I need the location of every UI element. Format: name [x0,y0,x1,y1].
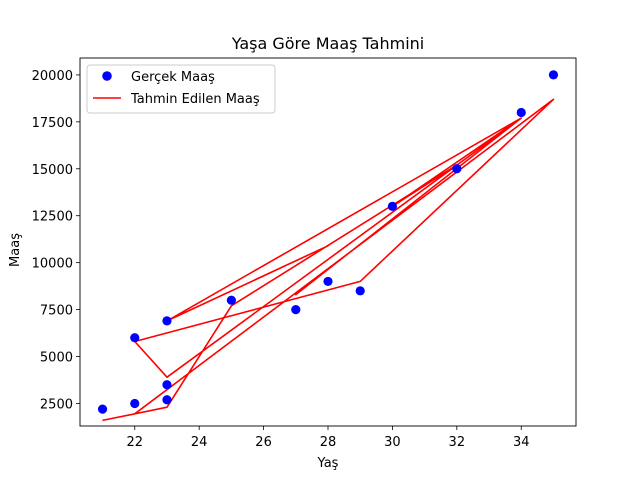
actual-salary-point [291,304,301,315]
actual-salary-point [452,164,462,174]
actual-salary-point [130,398,140,409]
actual-salary-point [323,276,333,287]
legend-marker-actual [102,71,112,81]
actual-salary-point [516,107,526,118]
legend: Gerçek Maaş Tahmin Edilen Maaş [86,64,276,114]
x-tick-label: 26 [255,435,272,450]
actual-salary-point [355,286,365,296]
actual-salary-point [162,380,172,390]
actual-salary-point [387,201,398,211]
y-axis-title: Maaş [8,233,23,267]
y-tick-label: 10000 [32,257,73,272]
plot-area: 22 24 26 28 30 32 34 2500 5000 7500 10000 12500 1500… [32,57,577,450]
actual-salary-point [162,395,172,405]
axes-frame [79,57,577,427]
x-tick-label: 34 [513,435,530,450]
x-tick-label: 28 [320,435,337,450]
actual-salary-point [548,70,559,80]
y-tick-label: 20000 [32,69,73,84]
legend-label-predicted: Tahmin Edilen Maaş [130,92,260,107]
legend-label-actual: Gerçek Maaş [131,70,215,85]
y-tick-label: 12500 [32,210,73,225]
y-tick-label: 5000 [40,351,73,366]
x-tick-label: 32 [449,435,466,450]
y-tick-label: 15000 [32,163,73,178]
legend-frame [86,64,276,114]
y-tick-label: 7500 [40,304,73,319]
x-tick-label: 30 [384,435,401,450]
x-tick-label: 22 [126,435,143,450]
y-tick-label: 17500 [32,116,73,131]
actual-salary-point [162,316,172,326]
x-tick-label: 24 [191,435,208,450]
y-tick-label: 2500 [40,397,73,412]
actual-salary-point [130,333,140,343]
actual-salary-point [226,295,236,305]
actual-salary-point [97,404,108,414]
x-axis-title: Yaş [317,456,339,471]
chart-title: Yaşa Göre Maaş Tahmini [231,34,424,53]
